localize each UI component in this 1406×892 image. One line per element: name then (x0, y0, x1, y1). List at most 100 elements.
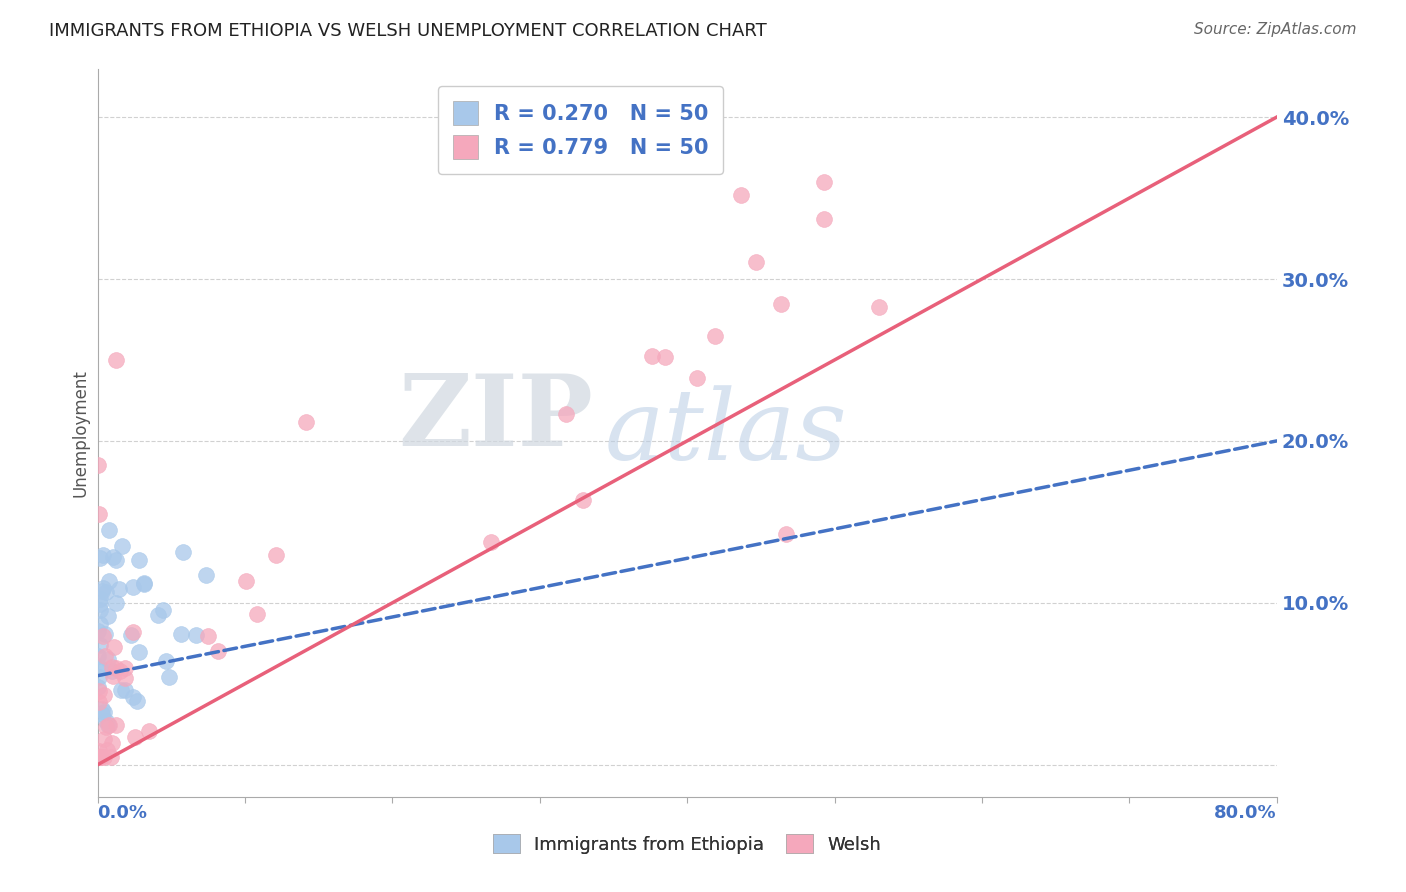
Point (100, 749, 122, 764)
Point (295, 415, 318, 429)
Point (87, 744, 110, 758)
Point (197, 629, 219, 643)
Point (111, 539, 134, 553)
Point (686, 371, 709, 385)
Point (654, 351, 676, 365)
Point (93, 688, 115, 702)
Point (745, 255, 768, 269)
Point (91, 581, 114, 595)
Point (93, 628, 115, 642)
Point (107, 582, 129, 596)
Point (132, 575, 155, 590)
Point (105, 353, 128, 368)
Point (555, 407, 578, 421)
Point (91, 549, 114, 563)
Point (97, 609, 120, 624)
Legend: Immigrants from Ethiopia, Welsh: Immigrants from Ethiopia, Welsh (485, 827, 889, 861)
Point (246, 607, 269, 621)
Point (104, 596, 127, 610)
Point (89, 670, 111, 684)
Text: ZIP: ZIP (398, 370, 593, 467)
Point (89, 749, 111, 764)
Point (138, 723, 160, 738)
Point (120, 628, 142, 642)
Point (121, 625, 143, 640)
Y-axis label: Unemployment: Unemployment (72, 369, 89, 497)
Point (89, 603, 111, 617)
Point (97, 574, 120, 588)
Point (134, 576, 156, 591)
Point (89, 591, 111, 606)
Point (146, 607, 169, 622)
Point (89, 597, 111, 611)
Point (127, 693, 149, 707)
Point (235, 574, 257, 588)
Point (101, 669, 124, 683)
Point (172, 545, 194, 559)
Point (103, 640, 125, 655)
Point (770, 297, 793, 311)
Point (94, 648, 117, 663)
Point (105, 717, 128, 731)
Point (155, 654, 177, 668)
Point (89, 638, 111, 652)
Point (89, 617, 111, 632)
Point (152, 602, 174, 616)
Point (94, 627, 117, 641)
Text: 80.0%: 80.0% (1215, 804, 1277, 822)
Text: Source: ZipAtlas.com: Source: ZipAtlas.com (1194, 22, 1357, 37)
Point (110, 683, 132, 698)
Point (87, 658, 110, 673)
Point (730, 188, 752, 202)
Text: IMMIGRANTS FROM ETHIOPIA VS WELSH UNEMPLOYMENT CORRELATION CHART: IMMIGRANTS FROM ETHIOPIA VS WELSH UNEMPL… (49, 22, 766, 40)
Point (87, 684, 110, 698)
Point (97, 718, 120, 732)
Point (169, 626, 191, 640)
Point (641, 349, 664, 363)
Point (89, 749, 111, 764)
Point (93, 705, 115, 719)
Point (195, 567, 218, 582)
Point (868, 300, 890, 314)
Point (122, 581, 145, 595)
Point (89, 550, 111, 565)
Point (114, 671, 136, 685)
Point (97, 652, 120, 666)
Point (813, 212, 835, 227)
Point (87, 649, 110, 664)
Point (89, 660, 111, 674)
Text: atlas: atlas (605, 385, 848, 481)
Point (93, 749, 115, 764)
Point (108, 664, 131, 678)
Point (775, 526, 797, 541)
Point (124, 730, 146, 744)
Point (813, 175, 835, 189)
Point (104, 661, 127, 675)
Point (114, 682, 136, 697)
Point (96, 743, 118, 757)
Point (128, 645, 150, 659)
Point (87, 695, 110, 709)
Point (87, 507, 110, 521)
Point (94, 714, 117, 728)
Point (704, 328, 727, 343)
Point (128, 553, 150, 567)
Point (572, 493, 595, 508)
Point (114, 661, 136, 675)
Point (479, 535, 502, 549)
Point (98, 718, 121, 732)
Point (121, 690, 143, 705)
Point (87, 458, 110, 473)
Point (101, 736, 124, 750)
Point (97, 523, 120, 537)
Point (90, 706, 112, 721)
Point (90, 583, 112, 598)
Point (90, 702, 112, 716)
Point (93, 731, 115, 746)
Point (96, 720, 118, 734)
Point (104, 553, 127, 567)
Point (207, 644, 229, 658)
Point (101, 550, 124, 565)
Point (184, 628, 207, 642)
Point (101, 665, 124, 679)
